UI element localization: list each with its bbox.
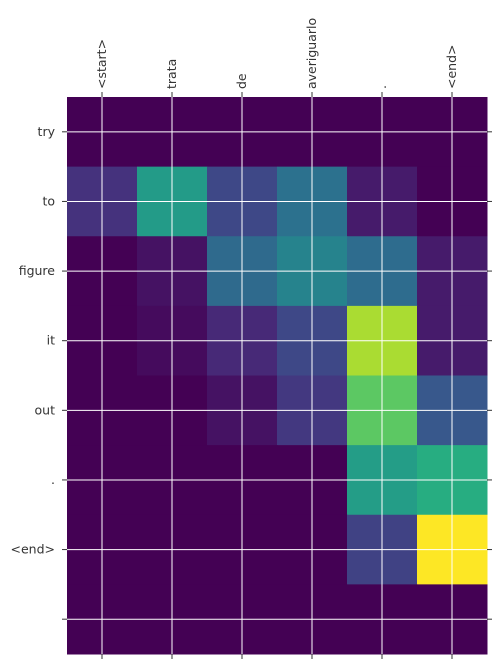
x-tick-labels: <start> trata de averiguarlo. <end>	[94, 18, 459, 89]
x-tick-label: <start>	[94, 39, 109, 89]
y-tick-label: to	[42, 193, 55, 208]
heatmap-cells	[67, 97, 488, 655]
x-tick-label: .	[374, 85, 389, 89]
y-tick-label: figure	[19, 263, 56, 278]
y-tick-label: try	[38, 124, 56, 139]
x-tick-label: averiguarlo	[304, 18, 319, 89]
grid-lines	[67, 97, 487, 654]
axis-ticks	[62, 92, 492, 659]
y-tick-label: it	[47, 333, 55, 348]
y-tick-label: <end>	[11, 542, 56, 557]
y-tick-label: .	[51, 472, 55, 487]
x-tick-label: trata	[164, 59, 179, 89]
y-tick-label: out	[35, 402, 56, 417]
x-tick-label: <end>	[444, 45, 459, 90]
y-tick-labels: try to figure it out. <end>	[11, 124, 56, 557]
x-tick-label: de	[234, 73, 249, 89]
